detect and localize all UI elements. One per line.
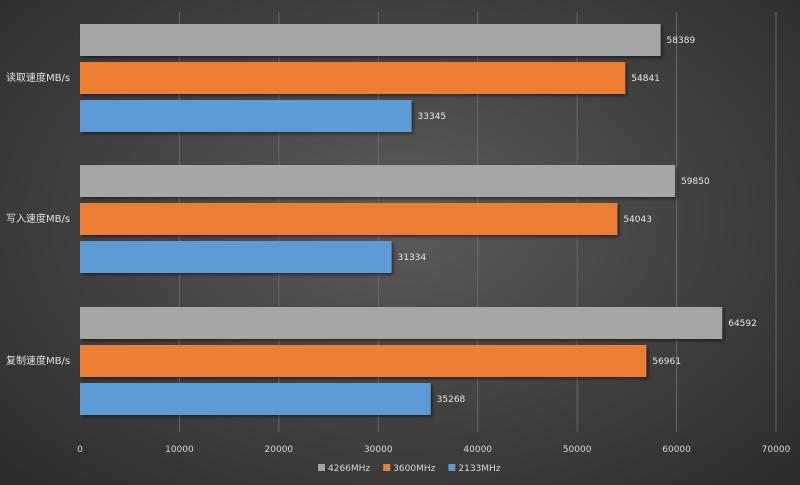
- x-tick-label: 60000: [662, 445, 691, 455]
- legend-swatch: [383, 464, 391, 471]
- bar: [80, 203, 618, 235]
- data-label: 31334: [398, 253, 427, 263]
- category-label: 复制速度MB/s: [6, 354, 70, 367]
- x-tick-label: 20000: [265, 445, 294, 455]
- legend-label: 3600MHz: [393, 464, 435, 474]
- bar: [80, 307, 723, 339]
- data-label: 54043: [623, 215, 652, 225]
- data-label: 59850: [681, 177, 710, 187]
- x-tick-label: 50000: [563, 445, 592, 455]
- data-label: 58389: [667, 36, 696, 46]
- bar: [80, 24, 661, 56]
- category-label: 写入速度MB/s: [6, 212, 70, 225]
- x-tick-label: 30000: [364, 445, 393, 455]
- data-label: 33345: [418, 112, 447, 122]
- bar: [80, 241, 392, 273]
- x-tick-label: 40000: [463, 445, 492, 455]
- legend-swatch: [318, 464, 325, 471]
- bar: [80, 345, 647, 377]
- data-label: 56961: [652, 357, 681, 367]
- bar: [80, 100, 412, 132]
- legend-swatch: [448, 464, 456, 471]
- legend-label: 4266MHz: [328, 464, 370, 474]
- category-label: 读取速度MB/s: [6, 71, 70, 84]
- x-tick-label: 70000: [762, 445, 791, 455]
- data-label: 64592: [728, 319, 757, 329]
- x-tick-label: 0: [77, 445, 83, 455]
- bar: [80, 165, 676, 197]
- x-tick-label: 10000: [165, 445, 194, 455]
- bar: [80, 62, 626, 94]
- bar: [80, 383, 431, 415]
- legend-label: 2133MHz: [458, 464, 500, 474]
- data-label: 54841: [631, 74, 660, 84]
- data-label: 35268: [437, 395, 466, 405]
